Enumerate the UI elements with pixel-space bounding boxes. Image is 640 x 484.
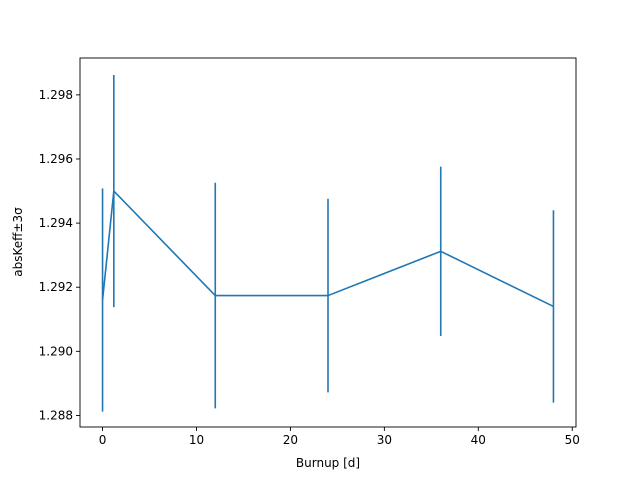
y-axis-label: absKeff±3σ: [11, 207, 25, 277]
x-tick-label: 50: [565, 433, 580, 447]
x-axis-label: Burnup [d]: [296, 456, 360, 470]
plot-area: 0 10 20 30 40 50 1.288 1.290 1.292 1.294 1.296 1.29…: [39, 57, 580, 447]
axes-frame: [79, 57, 577, 428]
y-tick-label: 1.298: [39, 88, 73, 102]
y-tick-label: 1.288: [39, 408, 73, 422]
y-tick-label: 1.294: [39, 216, 73, 230]
x-tick-label: 30: [377, 433, 392, 447]
x-tick-label: 10: [189, 433, 204, 447]
x-tick-label: 0: [99, 433, 107, 447]
y-tick-label: 1.296: [39, 152, 73, 166]
x-tick-label: 40: [471, 433, 486, 447]
x-tick-label: 20: [283, 433, 298, 447]
series-line: [101, 190, 554, 308]
y-tick-label: 1.290: [39, 344, 73, 358]
y-tick-label: 1.292: [39, 280, 73, 294]
